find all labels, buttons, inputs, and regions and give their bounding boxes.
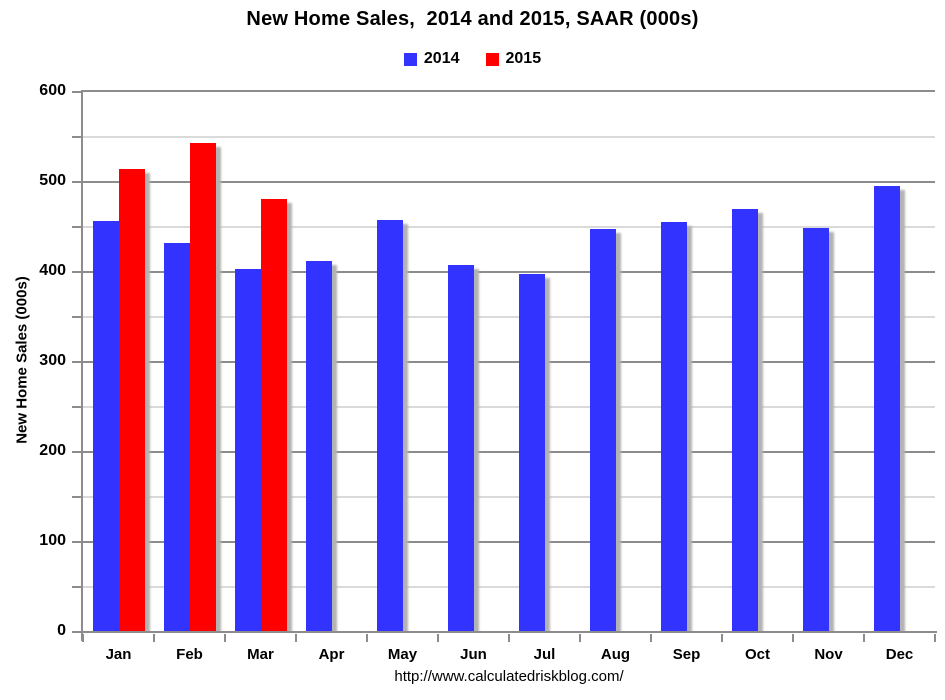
minor-gridline-50 — [83, 586, 935, 588]
bar-2014-nov — [802, 227, 829, 632]
y-tick-350 — [72, 316, 81, 318]
bar-2014-dec — [873, 185, 900, 632]
x-tick-label-mar: Mar — [247, 646, 274, 663]
bar-2014-feb — [163, 243, 190, 632]
x-tick-label-dec: Dec — [885, 646, 914, 663]
bar-2014-sep — [660, 221, 687, 632]
legend-swatch-2014-icon — [403, 52, 417, 66]
x-tick-6 — [508, 634, 510, 642]
x-tick-8 — [650, 634, 652, 642]
y-tick-550 — [72, 136, 81, 138]
bar-2014-mar — [234, 269, 261, 632]
bar-2015-feb — [189, 143, 216, 632]
y-tick-400 — [72, 271, 81, 273]
x-tick-12 — [934, 634, 936, 642]
x-tick-1 — [153, 634, 155, 642]
y-tick-label-600: 600 — [39, 82, 66, 99]
major-gridline-500 — [83, 181, 935, 183]
legend-swatch-2015-icon — [485, 52, 499, 66]
bar-2014-may — [376, 219, 403, 632]
y-tick-300 — [72, 361, 81, 363]
x-tick-5 — [437, 634, 439, 642]
minor-gridline-350 — [83, 316, 935, 318]
x-tick-label-jul: Jul — [533, 646, 556, 663]
bar-2014-oct — [731, 209, 758, 632]
x-tick-0 — [82, 634, 84, 642]
legend-item-series-1: 2015 — [485, 50, 542, 68]
x-tick-3 — [295, 634, 297, 642]
legend-label-series-0: 2014 — [423, 50, 460, 67]
x-tick-label-sep: Sep — [672, 646, 701, 663]
y-tick-label-300: 300 — [39, 352, 66, 369]
minor-gridline-550 — [83, 136, 935, 138]
minor-gridline-150 — [83, 496, 935, 498]
x-tick-label-may: May — [387, 646, 418, 663]
y-tick-600 — [72, 91, 81, 93]
bar-2014-jan — [92, 220, 119, 632]
y-tick-100 — [72, 541, 81, 543]
bar-2014-apr — [305, 261, 332, 632]
minor-gridline-250 — [83, 406, 935, 408]
bar-2014-jul — [518, 273, 545, 632]
x-tick-9 — [721, 634, 723, 642]
y-tick-150 — [72, 496, 81, 498]
bar-2014-aug — [589, 228, 616, 632]
x-axis-line — [81, 631, 937, 633]
y-tick-label-500: 500 — [39, 172, 66, 189]
major-gridline-300 — [83, 361, 935, 363]
x-tick-label-jan: Jan — [105, 646, 132, 663]
footer-url: http://www.calculatedriskblog.com/ — [394, 668, 624, 685]
x-tick-4 — [366, 634, 368, 642]
minor-gridline-450 — [83, 226, 935, 228]
y-tick-0 — [72, 631, 81, 633]
x-tick-label-apr: Apr — [318, 646, 345, 663]
bar-2014-jun — [447, 264, 474, 632]
y-tick-label-100: 100 — [39, 532, 66, 549]
y-tick-50 — [72, 586, 81, 588]
y-tick-label-200: 200 — [39, 442, 66, 459]
legend: 2014 2015 — [0, 50, 945, 68]
x-tick-label-feb: Feb — [176, 646, 203, 663]
major-gridline-400 — [83, 271, 935, 273]
bar-2015-jan — [118, 169, 145, 632]
legend-item-series-0: 2014 — [403, 50, 460, 68]
y-tick-label-400: 400 — [39, 262, 66, 279]
major-gridline-100 — [83, 541, 935, 543]
x-tick-10 — [792, 634, 794, 642]
x-tick-11 — [863, 634, 865, 642]
y-tick-500 — [72, 181, 81, 183]
plot-area — [83, 90, 935, 632]
x-tick-7 — [579, 634, 581, 642]
chart-title: New Home Sales, 2014 and 2015, SAAR (000… — [246, 8, 699, 30]
x-tick-label-aug: Aug — [600, 646, 631, 663]
major-gridline-200 — [83, 451, 935, 453]
bar-2015-mar — [260, 199, 287, 632]
x-tick-label-nov: Nov — [814, 646, 843, 663]
y-tick-450 — [72, 226, 81, 228]
y-axis-line — [81, 90, 83, 641]
x-tick-label-jun: Jun — [460, 646, 487, 663]
y-tick-label-0: 0 — [57, 622, 66, 639]
y-tick-250 — [72, 406, 81, 408]
x-tick-label-oct: Oct — [744, 646, 770, 663]
y-tick-200 — [72, 451, 81, 453]
x-tick-2 — [224, 634, 226, 642]
legend-label-series-1: 2015 — [505, 50, 542, 67]
